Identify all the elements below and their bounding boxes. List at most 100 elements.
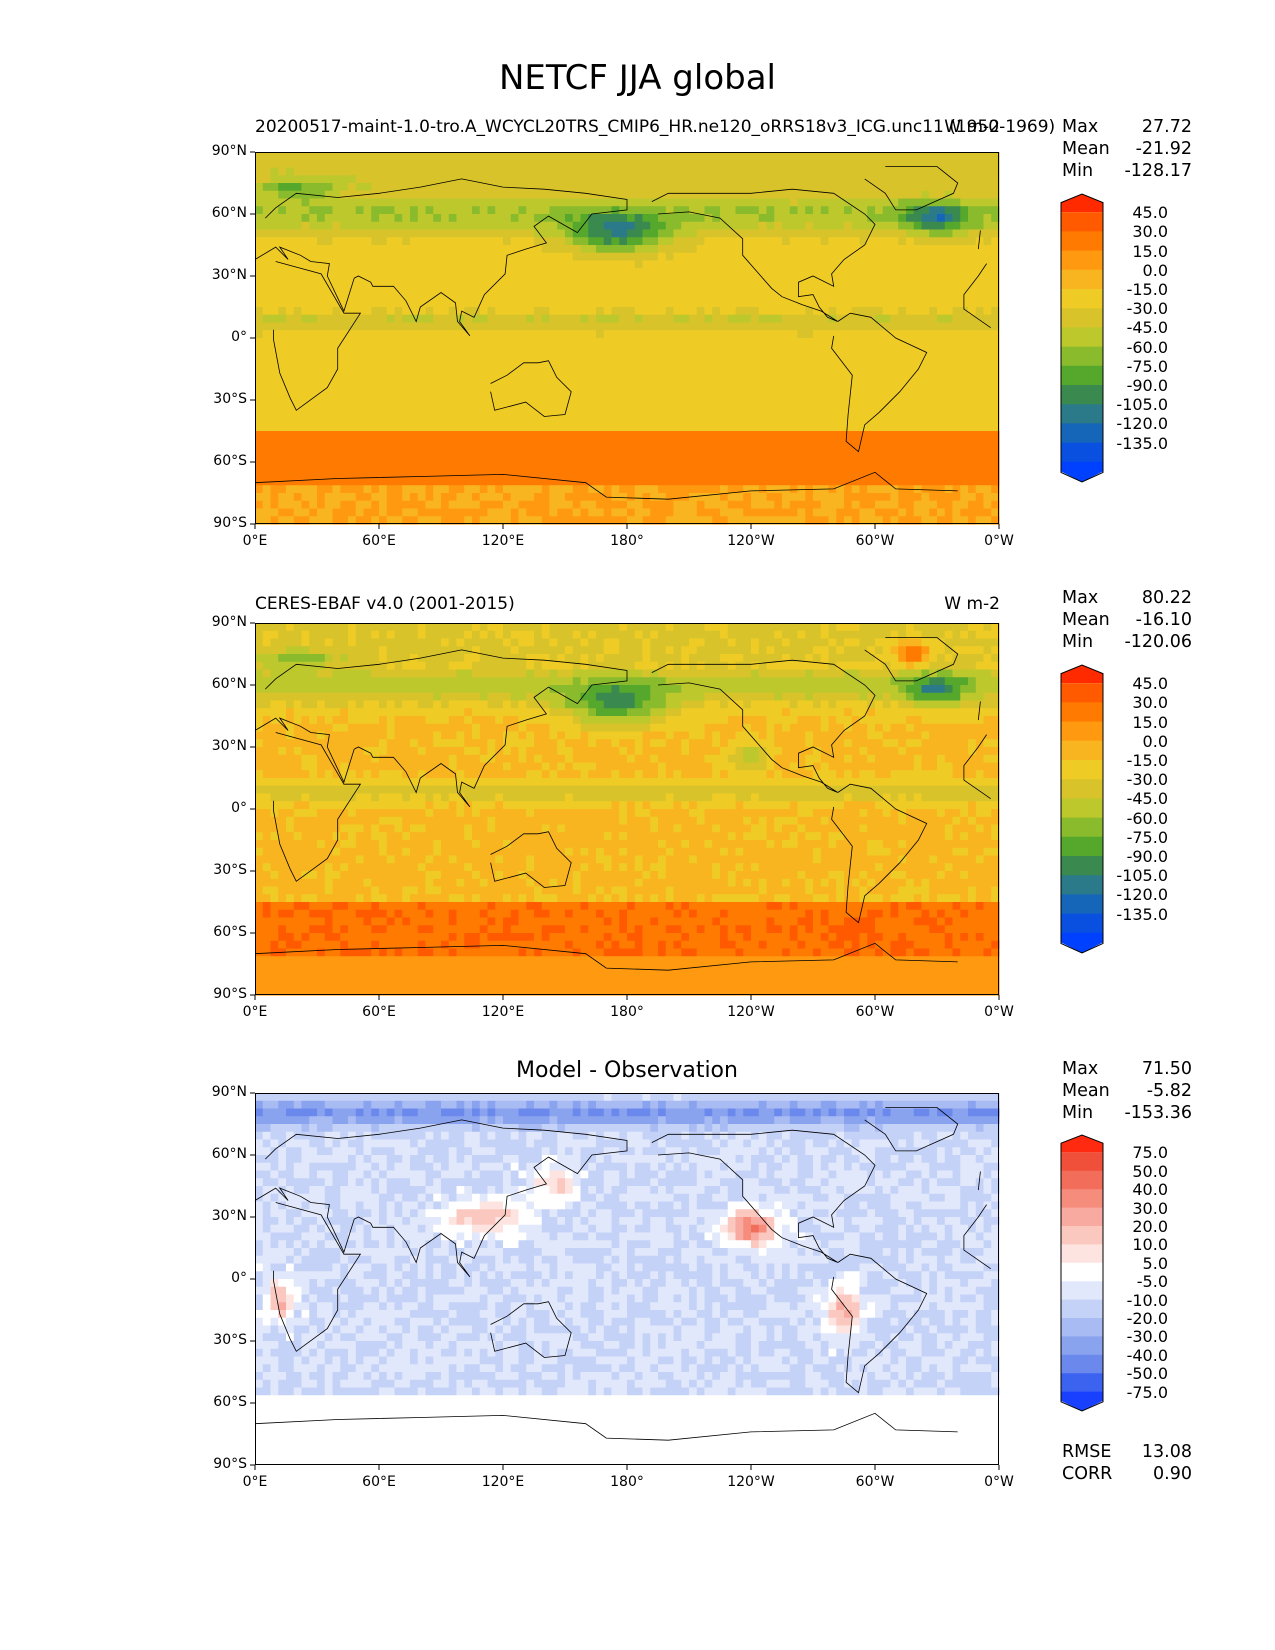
field-cell	[828, 322, 837, 331]
field-cell	[348, 159, 357, 169]
field-cell	[836, 338, 845, 347]
field-cell	[813, 493, 822, 502]
field-cell	[619, 183, 628, 192]
field-cell	[704, 485, 713, 494]
field-cell	[782, 229, 791, 238]
field-cell	[348, 462, 357, 471]
field-cell	[541, 516, 551, 525]
field-cell	[293, 314, 303, 324]
field-cell	[402, 361, 411, 370]
field-cell	[743, 630, 752, 640]
field-cell	[751, 516, 760, 525]
field-cell	[487, 638, 496, 647]
field-cell	[828, 183, 837, 192]
field-cell	[820, 175, 830, 184]
field-cell	[789, 291, 799, 300]
field-cell	[262, 454, 272, 463]
field-cell	[952, 369, 961, 378]
field-cell	[642, 345, 651, 355]
field-cell	[658, 221, 667, 231]
field-cell	[464, 392, 473, 401]
field-cell	[518, 276, 527, 285]
field-cell	[673, 159, 682, 169]
field-cell	[696, 291, 706, 300]
field-cell	[983, 638, 992, 647]
field-cell	[510, 384, 520, 393]
field-cell	[983, 237, 992, 246]
field-cell	[952, 291, 961, 300]
field-cell	[534, 469, 543, 479]
field-cell	[278, 314, 287, 324]
field-cell	[317, 190, 326, 200]
field-cell	[448, 330, 458, 339]
field-cell	[394, 291, 403, 300]
field-cell	[712, 167, 721, 176]
field-cell	[991, 469, 1000, 479]
field-cell	[278, 260, 287, 269]
field-cell	[766, 167, 775, 176]
field-cell	[844, 516, 853, 525]
field-cell	[572, 462, 582, 471]
field-cell	[952, 400, 961, 409]
field-cell	[766, 183, 775, 192]
field-cell	[324, 307, 334, 316]
field-cell	[510, 469, 520, 479]
field-cell	[642, 638, 651, 647]
field-cell	[355, 446, 365, 455]
field-cell	[720, 407, 729, 417]
field-cell	[386, 477, 396, 486]
field-cell	[324, 152, 334, 161]
field-cell	[681, 167, 690, 176]
field-cell	[456, 330, 465, 339]
field-cell	[913, 214, 923, 223]
field-cell	[456, 508, 465, 517]
field-cell	[503, 462, 512, 471]
field-cell	[735, 493, 744, 502]
field-cell	[906, 245, 915, 254]
field-cell	[983, 508, 992, 517]
field-cell	[704, 152, 713, 161]
field-cell	[681, 152, 690, 161]
field-cell	[673, 214, 682, 223]
field-cell	[348, 183, 357, 192]
field-cell	[859, 152, 868, 161]
field-cell	[712, 245, 721, 254]
field-cell	[518, 477, 527, 486]
field-cell	[875, 206, 884, 215]
field-cell	[813, 369, 822, 378]
field-cell	[627, 159, 636, 169]
field-cell	[472, 369, 481, 378]
field-cell	[603, 190, 613, 200]
field-cell	[278, 183, 287, 192]
field-cell	[805, 237, 814, 246]
field-cell	[619, 462, 628, 471]
field-cell	[782, 477, 791, 486]
field-cell	[386, 229, 396, 238]
field-cell	[696, 183, 706, 192]
field-cell	[743, 485, 752, 494]
field-cell	[991, 276, 1000, 285]
field-cell	[479, 646, 489, 655]
field-cell	[293, 206, 303, 215]
field-cell	[324, 314, 334, 324]
field-cell	[658, 477, 667, 486]
field-cell	[789, 369, 799, 378]
field-cell	[681, 446, 690, 455]
field-cell	[929, 291, 938, 300]
field-cell	[882, 500, 892, 510]
field-cell	[495, 400, 504, 409]
field-cell	[665, 369, 675, 378]
field-cell	[441, 345, 450, 355]
field-cell	[557, 369, 566, 378]
field-cell	[355, 345, 365, 355]
field-cell	[464, 500, 473, 510]
field-cell	[464, 638, 473, 647]
field-cell	[572, 252, 582, 262]
field-cell	[913, 283, 923, 293]
field-cell	[952, 229, 961, 238]
field-cell	[293, 330, 303, 339]
field-cell	[402, 384, 411, 393]
field-cell	[937, 415, 946, 424]
field-cell	[751, 477, 760, 486]
field-cell	[448, 623, 458, 632]
